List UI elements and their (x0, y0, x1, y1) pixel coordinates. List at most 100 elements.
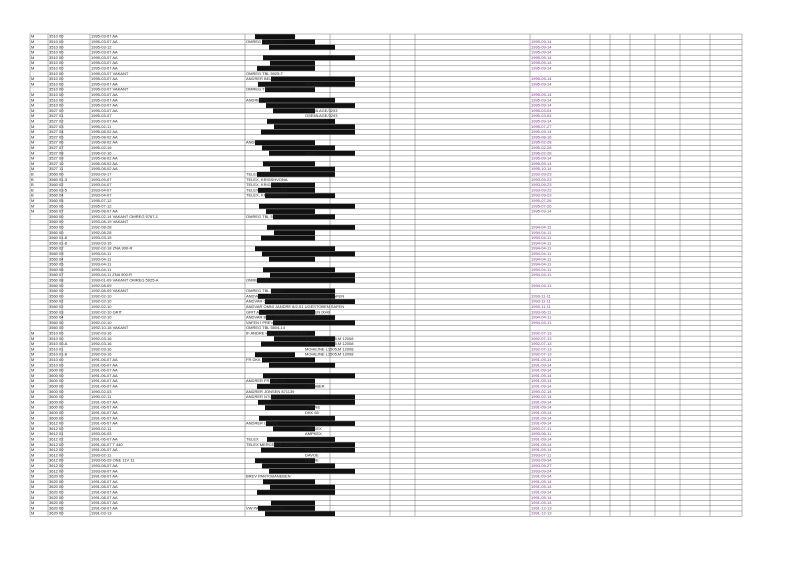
cell: M (31, 124, 34, 129)
cell: 3527 00 (49, 108, 64, 113)
cell: MOHEJNE L1505,M 12008 (305, 336, 354, 341)
cell: 3510 00 (49, 34, 64, 39)
cell: M (31, 490, 34, 495)
cell: ANDVAR OMNI JANDRE 8/2-01 UGESTOBEN SAFE… (246, 299, 344, 304)
cell: 1995-03-07 (91, 113, 112, 118)
cell: 1993-04-11 (91, 267, 112, 272)
redaction (271, 394, 355, 400)
cell: OMREG TBL 5925 (246, 278, 280, 283)
cell: M (31, 140, 34, 145)
cell: 1991-09-14 (531, 357, 552, 362)
cell: 1995-03-12 (91, 44, 112, 49)
cell: 1991-09-14 (531, 442, 552, 447)
cell: M (31, 60, 34, 65)
redaction (271, 288, 335, 294)
cell: 3612 00 (49, 426, 64, 431)
cell: M (31, 378, 34, 383)
cell: 3612 02 (49, 437, 64, 442)
cell: 3560 01-3 (49, 177, 68, 182)
cell: 1995-02-11 (91, 124, 112, 129)
cell: 1995-03-07 AA (91, 34, 118, 39)
cell: 3600 00 (49, 399, 64, 404)
cell: 1995-08-16 (531, 134, 552, 139)
cell: 1993-08-07 AA (91, 463, 118, 468)
cell: B (31, 187, 34, 192)
cell: 1995-03-07 AA (91, 119, 118, 124)
cell: M (31, 357, 34, 362)
cell: 3510 00 (49, 357, 64, 362)
cell: 1991-06-07 AA (91, 384, 118, 389)
cell: 1991-06-07 T 440 (91, 442, 123, 447)
cell: 3527 07 (49, 145, 64, 150)
cell: 1992-07-13 (531, 336, 552, 341)
cell: M (31, 66, 34, 71)
redaction (261, 341, 335, 347)
cell: 1995-08-02 AA (91, 134, 118, 139)
cell: 1994-04-11 (531, 251, 552, 256)
cell: 3600 00 (49, 384, 64, 389)
cell: CHAINE (305, 405, 320, 410)
redaction (270, 166, 335, 172)
cell: 3510 00 (49, 331, 64, 336)
cell: 1993-09-23 (531, 193, 552, 198)
cell: 3560 00 (49, 230, 64, 235)
cell: 1995-03-07 AA (91, 103, 118, 108)
cell: 1991-09-14 (531, 437, 552, 442)
cell: 3527 09 (49, 156, 64, 161)
cell: 1994-04-11 (531, 256, 552, 261)
cell: 1993-04-07 (91, 187, 112, 192)
cell: M (31, 166, 34, 171)
redaction (274, 336, 335, 342)
cell: 3612 00 (49, 421, 64, 426)
cell: 3560 07 (49, 209, 64, 214)
cell: MOHEJNE L1505,M 12008 (305, 341, 354, 346)
redaction (259, 415, 335, 421)
redaction (263, 373, 355, 379)
redaction (262, 251, 355, 257)
cell: 1993-09-23 (531, 177, 552, 182)
cell: B (31, 177, 34, 182)
cell: 1994-04-11 (531, 272, 552, 277)
cell: 3527 04 (49, 129, 64, 134)
cell: 3510 00 (49, 81, 64, 86)
cell: BREV PANTOBANEBEN (246, 474, 291, 479)
cell: 3510 00 (49, 71, 64, 76)
redaction (270, 378, 315, 384)
cell: 3560 05 (49, 262, 64, 267)
cell: M (31, 437, 34, 442)
cell: 1991-08-07 AA (91, 479, 118, 484)
cell: M (31, 39, 34, 44)
cell: 1995-08-02 AA (91, 166, 118, 171)
cell: 1995-03-07 AA (91, 108, 118, 113)
cell: 1995-09-14 (531, 44, 552, 49)
cell: 1995-09-14 (531, 66, 552, 71)
redaction (273, 214, 335, 220)
cell: 3612 00 (49, 447, 64, 452)
cell: 1992-02-10 GRIT (91, 309, 123, 314)
redaction (263, 479, 315, 485)
cell: 1995-08-02 AA (91, 156, 118, 161)
redaction (269, 44, 335, 50)
cell: M (31, 410, 34, 415)
cell: 3560 00 (49, 325, 64, 330)
redaction (266, 209, 315, 214)
cell: 1992-02-10 (91, 304, 112, 309)
redaction (255, 34, 295, 40)
cell: 1991-06-07 AA (91, 415, 118, 420)
cell: M (31, 368, 34, 373)
cell: 1995-03-07 AA (91, 97, 118, 102)
cell: 1995-03-04 (531, 113, 552, 118)
cell: 3527 03 (49, 124, 64, 129)
cell: 3560 02 (49, 182, 64, 187)
cell: 1991-12-13 (531, 505, 552, 510)
redaction (266, 421, 355, 426)
cell: M (31, 394, 34, 399)
redaction (258, 293, 335, 299)
cell: 3620 00 (49, 495, 64, 500)
cell: 3527 08 (49, 150, 64, 155)
cell: 1991-09-14 (531, 484, 552, 489)
cell: 3510 01-8 (49, 352, 68, 357)
cell: 1995-09-14 (531, 76, 552, 81)
cell: 1993-03-15 (91, 240, 112, 245)
cell: 1991-06-07 AA (91, 378, 118, 383)
